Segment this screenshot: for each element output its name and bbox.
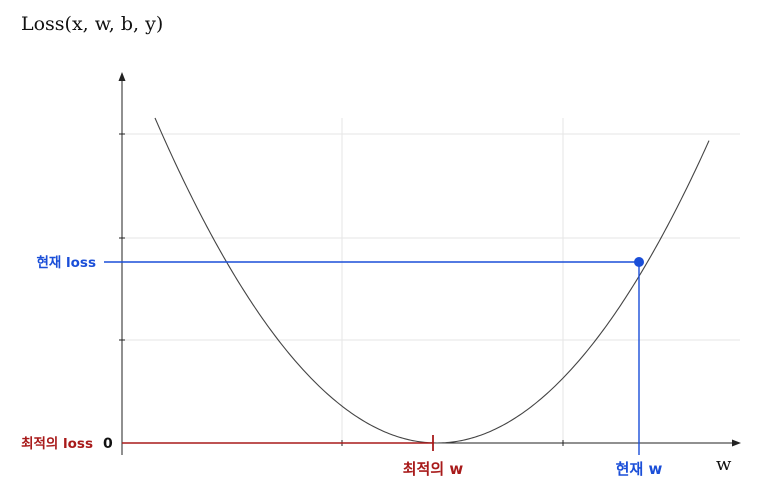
optimal-w-label: 최적의 w (403, 460, 464, 478)
grid (122, 118, 740, 443)
current-guide (104, 257, 644, 455)
optimal-loss-label: 최적의 loss (21, 435, 93, 452)
current-w-label: 현재 w (616, 460, 663, 478)
chart-title: Loss(x, w, b, y) (21, 13, 163, 35)
x-axis-arrow-icon (732, 439, 741, 447)
y-axis-arrow-icon (118, 72, 126, 81)
x-axis-name: w (716, 454, 732, 475)
loss-curve (154, 117, 710, 444)
axes (118, 72, 741, 455)
optimal-guide (122, 435, 434, 451)
zero-label: 0 (103, 436, 113, 452)
current-loss-label: 현재 loss (36, 255, 96, 271)
current-point-icon (634, 257, 644, 267)
